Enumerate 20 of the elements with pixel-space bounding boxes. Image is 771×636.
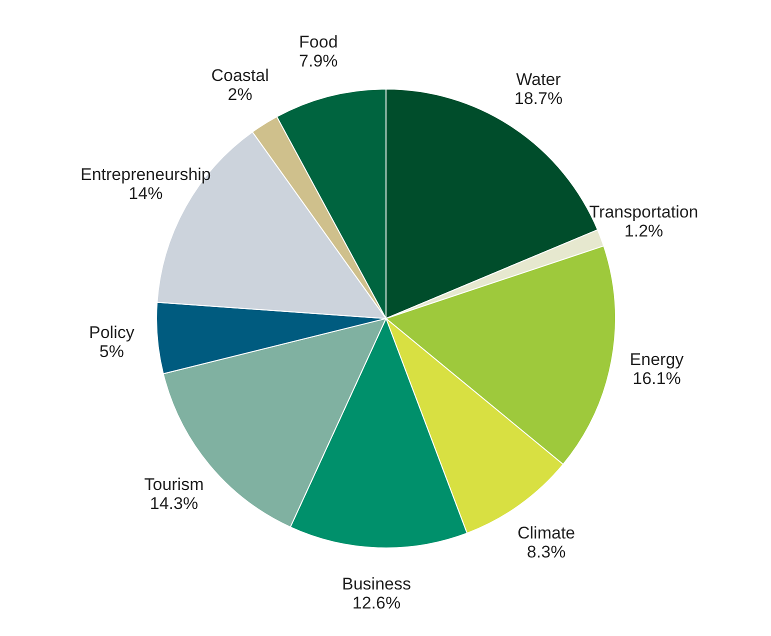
slice-label: Tourism [144, 475, 204, 494]
data-label: 12.6% [352, 594, 401, 613]
slice-label: Business [342, 574, 411, 594]
slice-label: Coastal [211, 66, 269, 86]
data-label: 7.9% [299, 52, 338, 71]
slice-label: Food [299, 32, 338, 52]
slice-label: Water [516, 70, 562, 90]
data-label: 2% [228, 85, 252, 104]
slice-label: Climate [517, 523, 576, 542]
slice-label: Policy [88, 323, 135, 342]
data-label: 16.1% [632, 368, 681, 388]
data-label: 1.2% [624, 222, 664, 241]
slice-label: Transportation [589, 202, 698, 222]
slice-label: Entrepreneurship [80, 165, 211, 184]
data-label: 8.3% [526, 542, 566, 562]
data-label: 18.7% [514, 89, 563, 108]
data-label: 5% [99, 342, 124, 362]
data-label: 14.3% [150, 494, 198, 514]
slice-label: Energy [630, 350, 684, 369]
data-label: 14% [128, 184, 163, 204]
